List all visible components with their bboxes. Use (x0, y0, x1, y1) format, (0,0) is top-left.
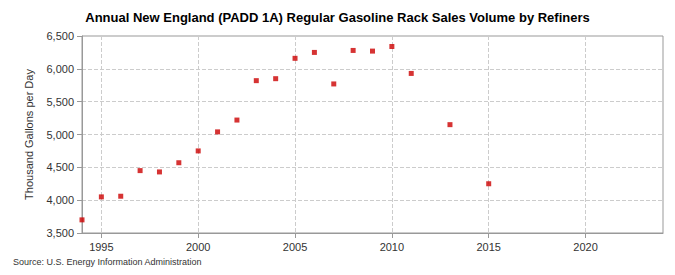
svg-text:Annual New England (PADD 1A) R: Annual New England (PADD 1A) Regular Gas… (85, 10, 589, 25)
svg-text:2015: 2015 (476, 241, 500, 253)
svg-text:Source: U.S. Energy Informatio: Source: U.S. Energy Information Administ… (13, 257, 202, 267)
svg-text:3,500: 3,500 (46, 227, 74, 239)
svg-text:5,000: 5,000 (46, 129, 74, 141)
svg-text:2005: 2005 (283, 241, 307, 253)
svg-text:Thousand Gallons per Day: Thousand Gallons per Day (23, 69, 35, 200)
svg-text:2000: 2000 (186, 241, 210, 253)
svg-text:2010: 2010 (380, 241, 404, 253)
svg-text:5,500: 5,500 (46, 96, 74, 108)
svg-text:4,500: 4,500 (46, 161, 74, 173)
svg-text:6,000: 6,000 (46, 63, 74, 75)
svg-text:6,500: 6,500 (46, 30, 74, 42)
svg-text:1995: 1995 (89, 241, 113, 253)
svg-text:2020: 2020 (573, 241, 597, 253)
svg-text:4,000: 4,000 (46, 194, 74, 206)
